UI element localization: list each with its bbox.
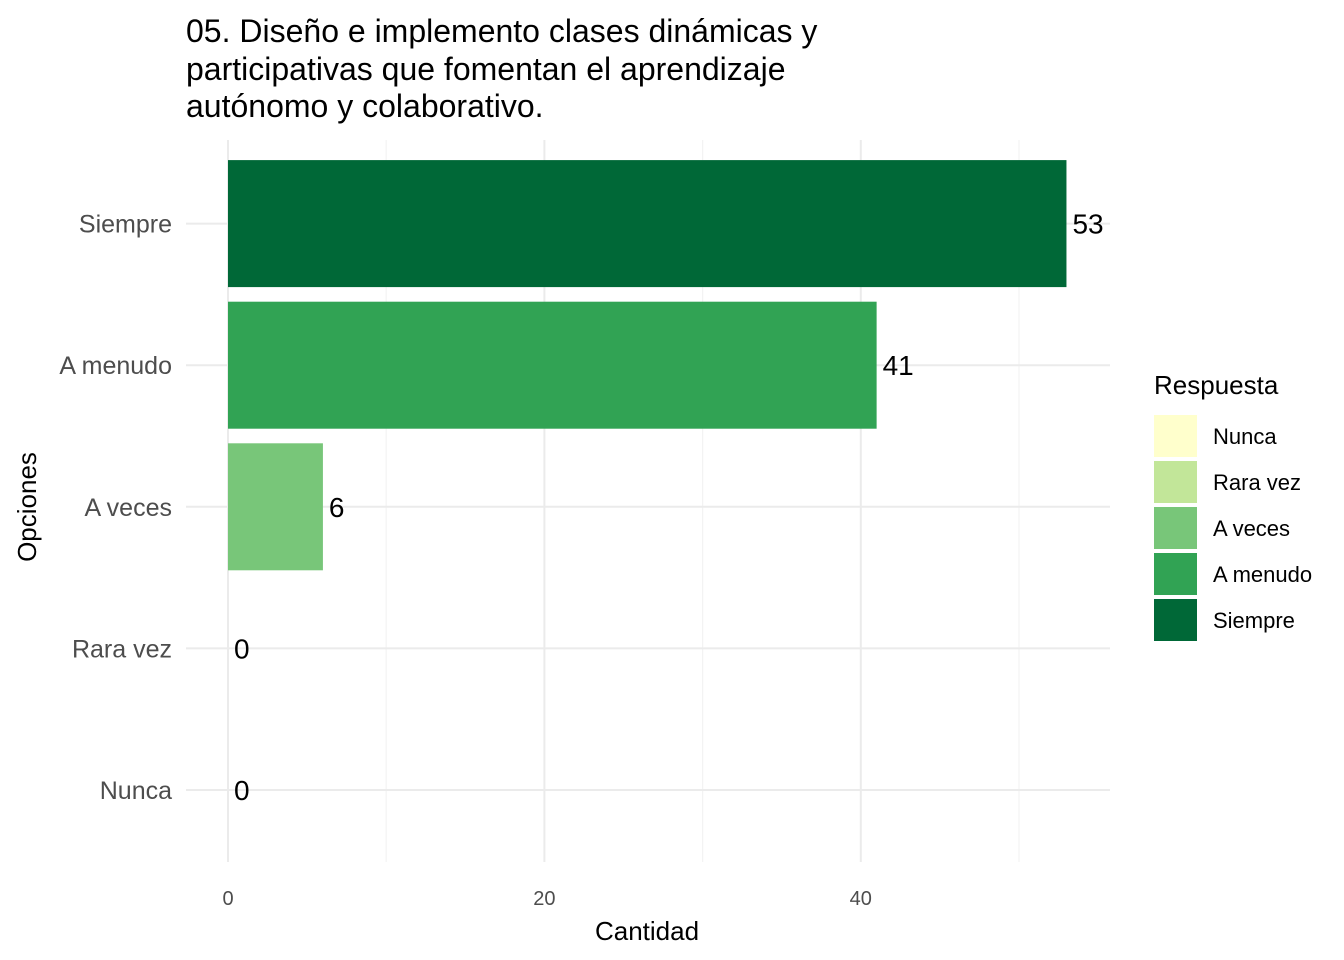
chart-title-line-3: autónomo y colaborativo. <box>186 88 544 124</box>
bar-label-a-veces: 6 <box>329 492 345 523</box>
chart-title-line-2: participativas que fomentan el aprendiza… <box>186 51 785 87</box>
legend-label-nunca: Nunca <box>1213 424 1277 449</box>
y-tick-siempre: Siempre <box>79 211 172 239</box>
y-tick-nunca: Nunca <box>100 777 172 805</box>
legend-title: Respuesta <box>1154 370 1279 400</box>
x-tick-0: 0 <box>222 888 233 910</box>
x-axis-ticks: 0 20 40 <box>222 888 871 910</box>
chart-title-line-1: 05. Diseño e implemento clases dinámicas… <box>186 13 817 49</box>
legend-label-a-veces: A veces <box>1213 516 1290 541</box>
y-axis-title: Opciones <box>12 452 42 562</box>
x-tick-20: 20 <box>533 888 555 910</box>
bar-a-veces <box>228 443 323 571</box>
legend-key-nunca <box>1154 415 1197 457</box>
bar-siempre <box>228 160 1067 288</box>
y-axis-ticks: Nunca Rara vez A veces A menudo Siempre <box>59 211 172 805</box>
x-axis-title: Cantidad <box>595 916 699 946</box>
x-tick-40: 40 <box>850 888 872 910</box>
bar-label-nunca: 0 <box>234 775 250 806</box>
y-tick-a-menudo: A menudo <box>59 352 172 380</box>
legend-key-rara-vez <box>1154 461 1197 503</box>
legend-key-a-veces <box>1154 507 1197 549</box>
bar-a-menudo <box>228 301 877 429</box>
bars <box>228 160 1067 571</box>
legend-label-a-menudo: A menudo <box>1213 562 1312 587</box>
legend-label-siempre: Siempre <box>1213 608 1295 633</box>
legend-key-a-menudo <box>1154 553 1197 595</box>
legend-key-siempre <box>1154 599 1197 641</box>
bar-labels: 0 0 6 41 53 <box>234 209 1104 806</box>
y-tick-a-veces: A veces <box>84 494 172 522</box>
y-tick-rara-vez: Rara vez <box>72 635 172 663</box>
bar-label-rara-vez: 0 <box>234 633 250 664</box>
bar-label-siempre: 53 <box>1072 209 1103 240</box>
legend: Respuesta Nunca Rara vez A veces A menudo Si… <box>1154 370 1312 641</box>
legend-label-rara-vez: Rara vez <box>1213 470 1301 495</box>
bar-label-a-menudo: 41 <box>883 350 914 381</box>
